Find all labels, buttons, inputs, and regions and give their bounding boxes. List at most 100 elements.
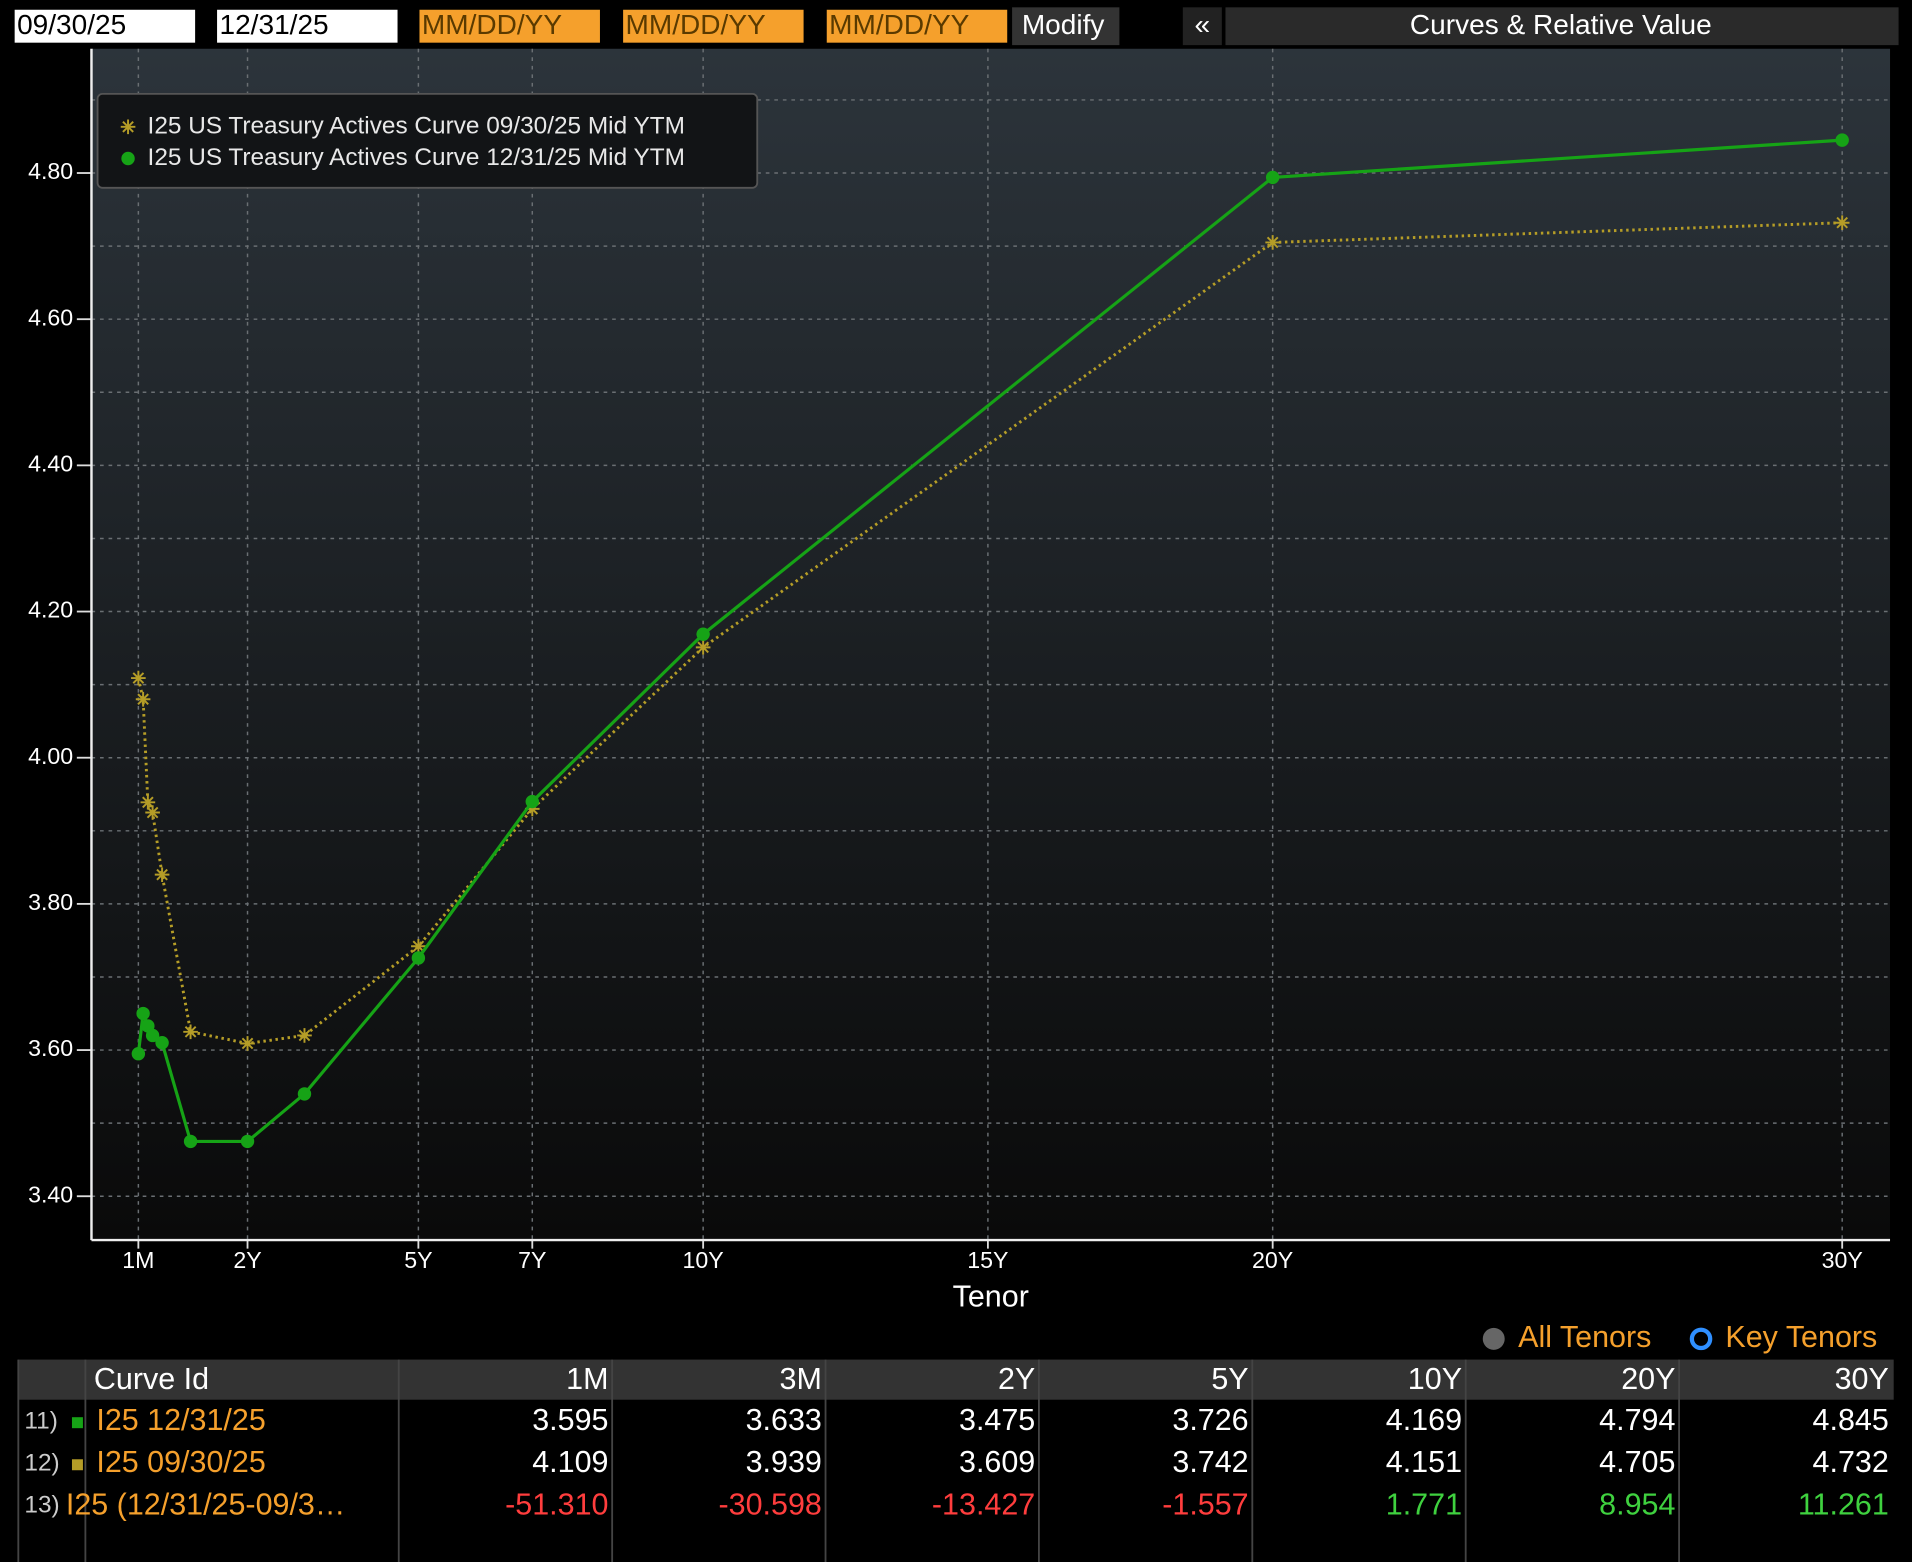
curve-name: I25 (12/31/25-09/3… (66, 1487, 346, 1521)
date-text: 12/31/25 (220, 9, 329, 40)
column-header: 2Y (998, 1362, 1035, 1396)
column-header: 30Y (1835, 1362, 1889, 1396)
toggle-label[interactable]: Key Tenors (1725, 1320, 1877, 1354)
marker (240, 1036, 255, 1051)
y-tick-label: 4.00 (28, 743, 73, 769)
cell-value: 1.771 (1386, 1487, 1462, 1521)
collapse-label: « (1195, 9, 1211, 40)
toggle-dot[interactable] (1482, 1327, 1505, 1350)
x-tick-label: 1M (122, 1247, 154, 1273)
marker (524, 801, 540, 817)
cell-value: 11.261 (1798, 1487, 1889, 1521)
marker (411, 951, 426, 965)
modify-button[interactable] (1012, 7, 1120, 46)
column-header: 10Y (1408, 1362, 1462, 1396)
y-tick-label: 4.40 (28, 450, 73, 476)
date-input[interactable] (217, 9, 398, 43)
x-tick-label: 20Y (1252, 1247, 1293, 1273)
marker (1835, 133, 1849, 147)
y-tick-label: 4.60 (28, 304, 73, 330)
date-input[interactable] (419, 9, 600, 43)
marker (154, 867, 170, 882)
x-tick-label: 10Y (683, 1247, 724, 1273)
table: Curve Id 1M 3M 2Y 5Y 10Y 20Y 30Y 11) I25 12/31/25… (17, 1359, 1894, 1562)
marker (155, 1036, 169, 1050)
x-tick-label: 5Y (404, 1247, 432, 1273)
date-input[interactable] (623, 9, 804, 43)
date-input[interactable] (14, 9, 196, 43)
y-tick-label: 4.20 (28, 597, 73, 623)
cell-value: 4.109 (532, 1445, 608, 1479)
marker (1265, 235, 1280, 250)
cell-value: -30.598 (719, 1487, 822, 1521)
y-tick-label: 4.80 (28, 158, 73, 184)
marker (297, 1087, 312, 1101)
x-axis-title: Tenor (953, 1280, 1029, 1314)
date-placeholder: MM/DD/YY (829, 9, 969, 40)
table-body-bg (18, 1399, 1894, 1562)
marker (145, 1028, 160, 1043)
marker (1834, 215, 1850, 231)
cell-value: 8.954 (1599, 1487, 1675, 1521)
column-header: 20Y (1621, 1362, 1675, 1396)
marker (297, 1028, 312, 1043)
row-index: 13) (24, 1492, 59, 1519)
marker (695, 640, 711, 655)
date-text: 09/30/25 (17, 9, 126, 40)
curve-name: I25 09/30/25 (96, 1445, 265, 1479)
date-placeholder: MM/DD/YY (626, 9, 766, 40)
legend-marker (121, 151, 135, 166)
legend-label: I25 US Treasury Actives Curve 09/30/25 M… (148, 112, 685, 139)
screen-title: Curves & Relative Value (1410, 9, 1712, 40)
date-placeholder: MM/DD/YY (422, 9, 562, 40)
row-index: 12) (24, 1450, 59, 1477)
marker (183, 1024, 198, 1040)
marker (525, 794, 539, 809)
cell-value: 4.794 (1599, 1403, 1675, 1437)
legend-marker (120, 119, 136, 135)
row-index: 11) (24, 1408, 57, 1435)
date-input[interactable] (826, 9, 1008, 43)
table-header-bg (18, 1359, 1894, 1400)
marker (183, 1134, 198, 1149)
marker (131, 670, 146, 686)
column-header: 1M (566, 1362, 608, 1396)
x-tick-label: 2Y (233, 1247, 261, 1273)
cell-value: 3.742 (1172, 1445, 1248, 1479)
marker (696, 627, 710, 641)
toggle-dot[interactable] (1689, 1327, 1713, 1351)
cell-value: 3.609 (959, 1445, 1035, 1479)
row-swatch (71, 1459, 83, 1471)
cell-value: -51.310 (505, 1487, 608, 1521)
column-header: Curve Id (94, 1362, 209, 1396)
curve-name: I25 12/31/25 (96, 1403, 265, 1437)
cell-value: 4.732 (1813, 1445, 1889, 1479)
chart: 3.40 3.60 3.80 4.00 4.20 4.40 4.60 4.80 1M 2Y 5Y 7Y… (28, 48, 1891, 1314)
marker (131, 1047, 146, 1061)
marker (240, 1134, 255, 1149)
marker (411, 938, 426, 954)
legend-box (96, 92, 759, 189)
y-tick-label: 3.80 (28, 889, 73, 915)
x-tick-label: 30Y (1822, 1247, 1863, 1273)
marker (135, 691, 151, 707)
marker (145, 805, 160, 820)
marker (136, 1006, 150, 1021)
cell-value: 3.939 (746, 1445, 822, 1479)
y-tick-label: 3.60 (28, 1035, 73, 1061)
cell-value: 3.475 (959, 1403, 1035, 1437)
marker (140, 794, 156, 810)
collapse-button[interactable] (1182, 7, 1222, 46)
marker (1265, 170, 1280, 185)
column-header: 3M (780, 1362, 822, 1396)
y-tick-label: 3.40 (28, 1181, 73, 1207)
row-swatch (71, 1417, 83, 1429)
toggle-label[interactable]: All Tenors (1518, 1320, 1651, 1354)
legend-label: I25 US Treasury Actives Curve 12/31/25 M… (148, 144, 685, 171)
modify-label: Modify (1022, 9, 1105, 40)
cell-value: -13.427 (932, 1487, 1035, 1521)
cell-value: -1.557 (1162, 1487, 1248, 1521)
cell-value: 4.151 (1386, 1445, 1462, 1479)
